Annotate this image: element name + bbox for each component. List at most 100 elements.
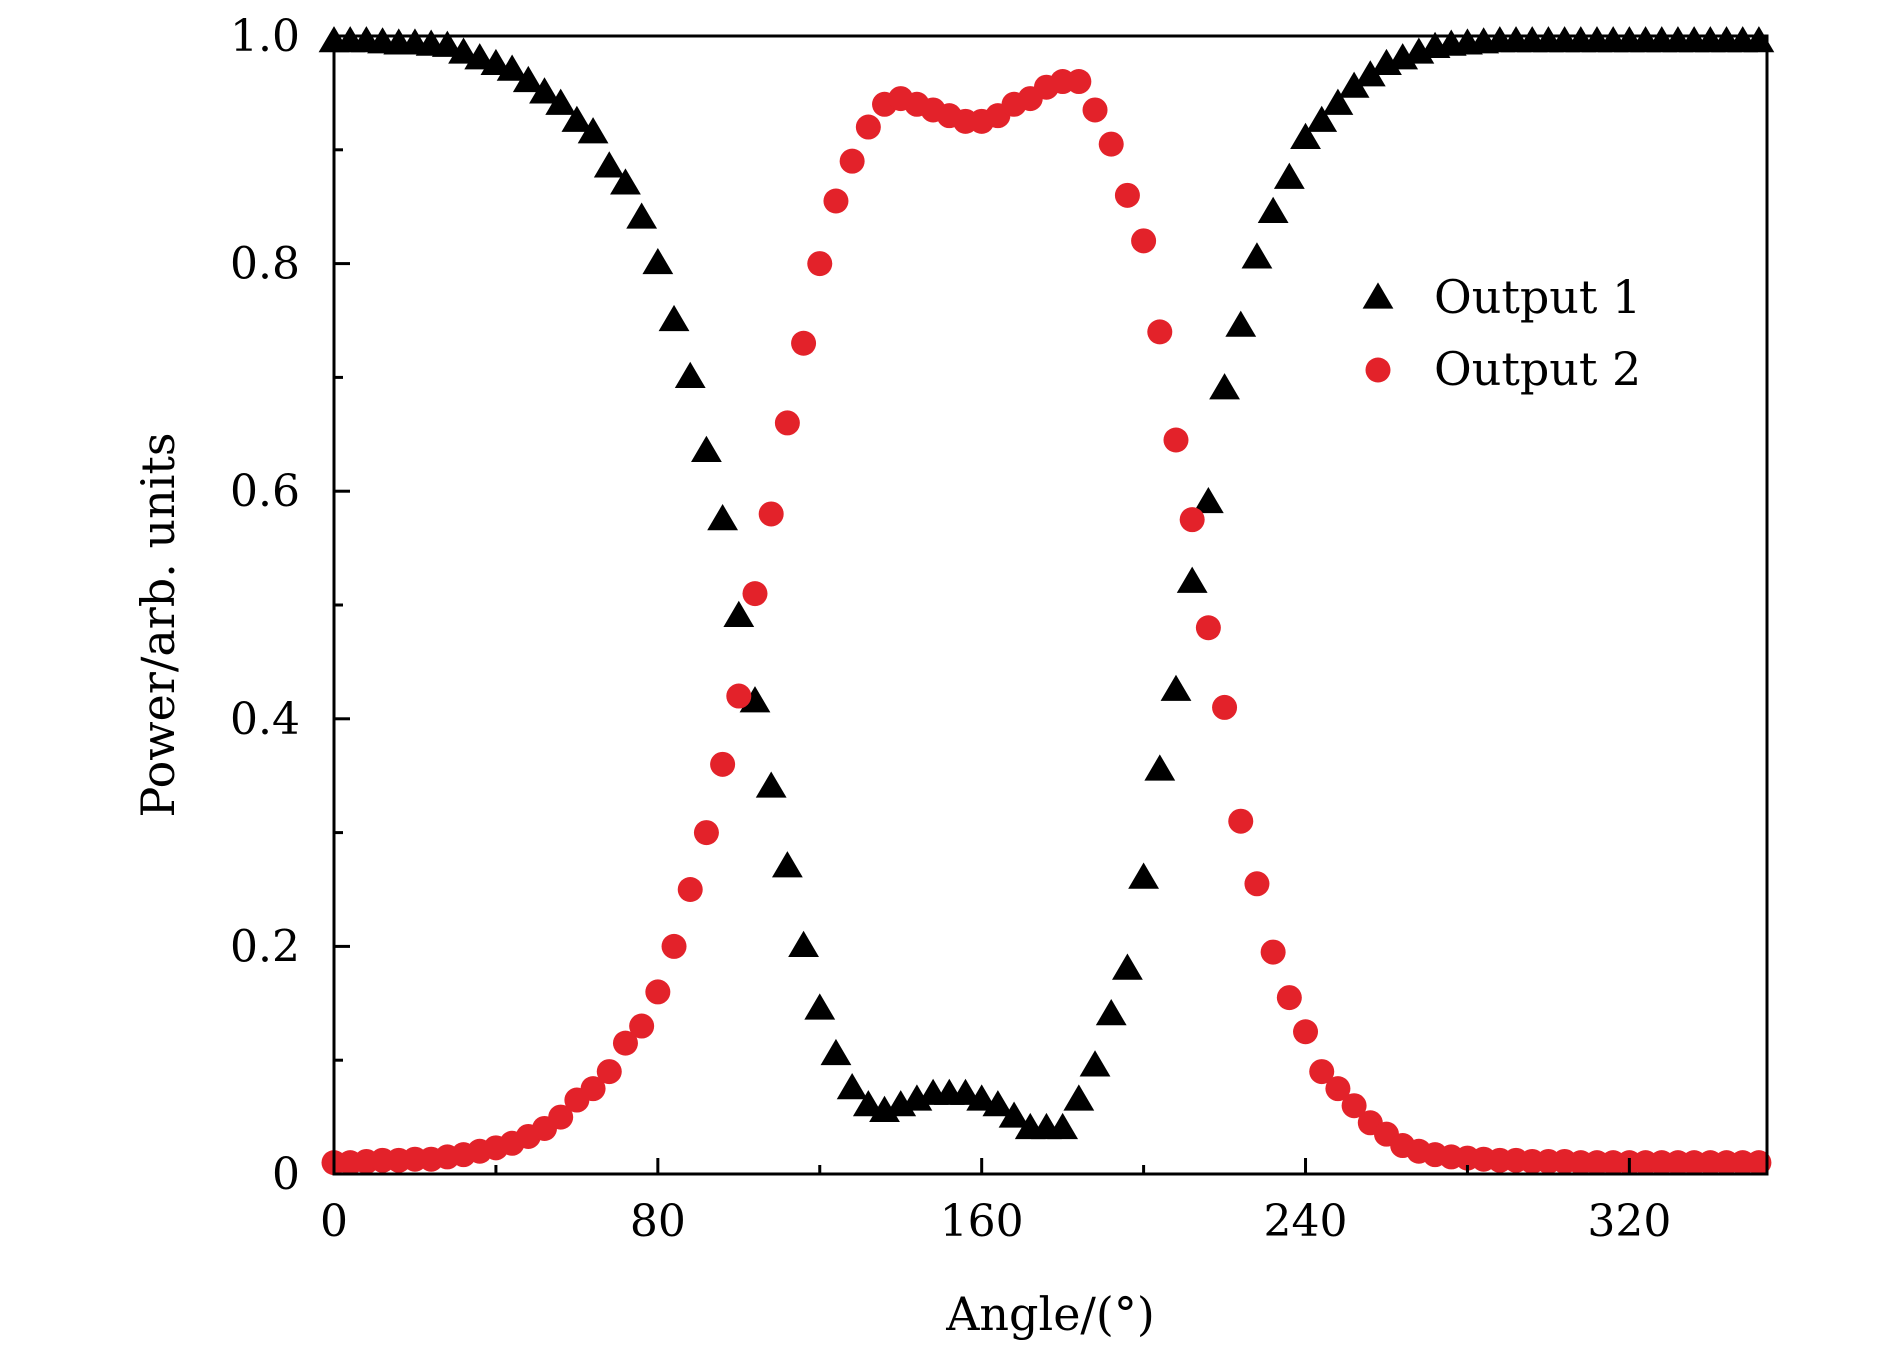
triangle-point: [1047, 1112, 1079, 1140]
x-tick-label: 240: [1264, 1196, 1348, 1247]
x-tick-label: 80: [630, 1196, 686, 1247]
triangle-point: [1079, 1050, 1111, 1077]
triangle-point: [1306, 105, 1338, 132]
circle-point: [1309, 1059, 1335, 1085]
x-tick-label: 0: [320, 1196, 348, 1247]
circle-point: [629, 1013, 655, 1039]
triangle-point: [674, 361, 706, 388]
plot-area: [318, 26, 1775, 1176]
triangle-point: [1322, 88, 1354, 115]
circle-point: [596, 1059, 622, 1085]
triangle-point: [610, 168, 641, 195]
y-tick-label: 1.0: [230, 11, 300, 62]
x-tick-label: 160: [940, 1196, 1024, 1247]
triangle-point: [1112, 953, 1143, 980]
triangle-point: [626, 202, 658, 229]
triangle-point: [707, 504, 739, 531]
circle-point: [1098, 131, 1124, 157]
triangle-point: [755, 771, 787, 798]
triangle-point: [820, 1038, 852, 1066]
circle-point: [548, 1104, 574, 1130]
circle-point: [1325, 1076, 1351, 1102]
triangle-point: [1241, 242, 1273, 269]
circle-point: [742, 581, 768, 607]
circle-point: [855, 114, 881, 140]
triangle-point: [658, 304, 690, 332]
triangle-point: [1257, 196, 1289, 223]
x-axis-title: Angle/(°): [945, 1287, 1155, 1341]
triangle-point: [1095, 999, 1127, 1026]
triangle-point: [1192, 486, 1224, 514]
circle-point: [1147, 319, 1173, 345]
y-axis-title: Power/arb. units: [131, 432, 185, 817]
triangle-point: [545, 88, 577, 115]
circle-point: [1114, 182, 1140, 208]
triangle-point: [480, 48, 512, 76]
triangle-point: [966, 1084, 998, 1111]
triangle-point: [448, 37, 479, 64]
circle-point: [1293, 1019, 1319, 1045]
triangle-point: [836, 1073, 868, 1100]
triangle-point: [998, 1101, 1030, 1128]
triangle-point: [982, 1090, 1014, 1117]
circle-point: [726, 683, 752, 709]
y-tick-label: 0.8: [230, 239, 300, 290]
triangle-point: [642, 247, 674, 275]
circle-point: [580, 1076, 606, 1102]
triangle-point: [431, 30, 463, 57]
triangle-point: [1225, 310, 1257, 337]
circle-point: [1212, 694, 1238, 720]
circle-point: [774, 410, 800, 436]
triangle-point: [950, 1078, 981, 1105]
legend-label: Output 1: [1434, 270, 1641, 324]
circle-point: [1260, 939, 1286, 965]
legend-label: Output 2: [1434, 342, 1641, 396]
triangle-point: [593, 151, 625, 178]
triangle-point: [1144, 754, 1176, 781]
circle-point: [807, 251, 833, 277]
circle-point: [1163, 427, 1189, 453]
triangle-point: [529, 77, 560, 104]
circle-point: [1276, 985, 1302, 1011]
triangle-point: [1354, 60, 1386, 87]
series-1: [318, 26, 1775, 1140]
circle-point: [823, 188, 849, 214]
triangle-point: [1209, 373, 1240, 400]
circle-point: [1082, 97, 1108, 123]
legend: Output 1 Output 2: [1362, 270, 1641, 396]
circle-point: [1244, 871, 1270, 897]
x-tick-label: 320: [1587, 1196, 1671, 1247]
y-tick-label: 0.6: [230, 466, 300, 517]
triangle-point: [739, 686, 771, 713]
triangle-point: [496, 54, 528, 81]
circle-point: [1131, 228, 1157, 254]
triangle-point: [561, 105, 593, 132]
triangle-point: [771, 851, 803, 878]
legend-marker: [1365, 357, 1391, 383]
legend-marker: [1362, 282, 1394, 309]
triangle-point: [1128, 862, 1160, 889]
circle-point: [1179, 507, 1205, 533]
circle-point: [1066, 69, 1092, 95]
y-tick-label: 0: [272, 1149, 300, 1200]
circle-point: [677, 877, 703, 902]
circle-point: [1341, 1093, 1367, 1119]
circle-point: [1228, 808, 1254, 834]
circle-point: [645, 979, 671, 1005]
triangle-point: [788, 930, 819, 957]
circle-point: [612, 1030, 638, 1056]
y-tick-label: 0.2: [230, 921, 300, 972]
circle-point: [693, 820, 719, 846]
series-2: [321, 69, 1772, 1176]
circle-point: [791, 330, 817, 356]
circle-point: [758, 501, 784, 527]
triangle-point: [804, 993, 836, 1020]
circle-point: [839, 148, 865, 174]
circle-point: [1195, 615, 1221, 641]
axes: 0 80 160 240 320 0 0.2 0.4 0.6 0.8 1.0: [230, 11, 1671, 1247]
triangle-point: [1338, 71, 1370, 98]
triangle-point: [1063, 1084, 1095, 1111]
circle-point: [710, 751, 736, 777]
y-tick-label: 0.4: [230, 694, 300, 745]
